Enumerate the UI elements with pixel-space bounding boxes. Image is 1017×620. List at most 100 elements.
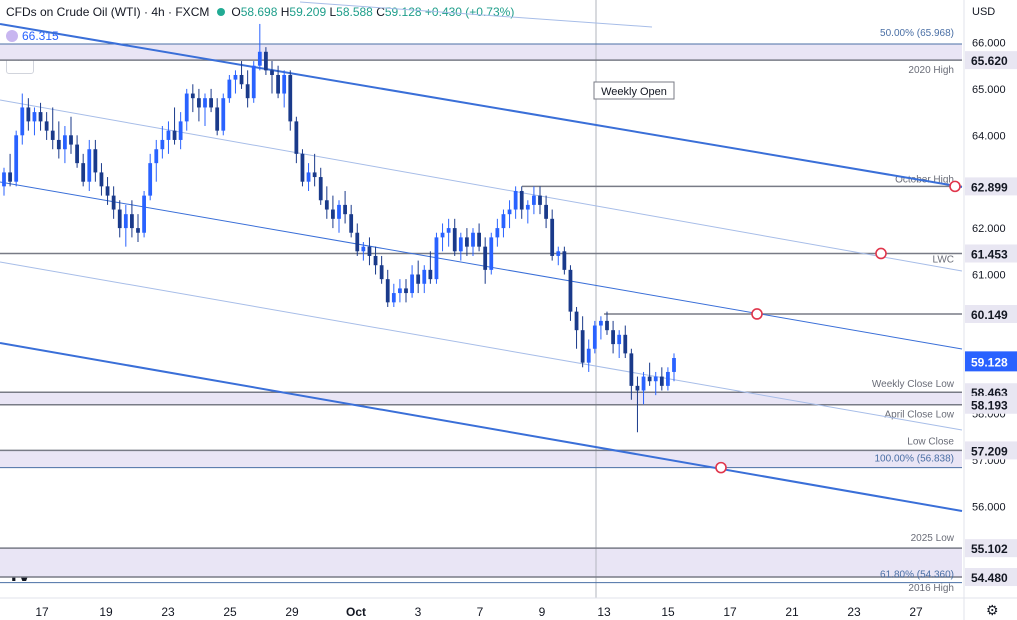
candle-body-26 <box>160 139 165 150</box>
price-badge-text-2: 62.899 <box>971 180 1008 194</box>
candle-body-88 <box>538 195 542 205</box>
candle-body-81 <box>495 228 500 238</box>
candle-62 <box>379 255 384 284</box>
level-label-0: 50.00% (65.968) <box>880 28 954 39</box>
candle-body-95 <box>580 330 585 363</box>
candle-70 <box>428 251 433 284</box>
candle-44 <box>270 61 274 94</box>
price-badge-text-3: 61.453 <box>971 247 1008 261</box>
candle-56 <box>343 190 347 224</box>
candle-32 <box>197 88 201 122</box>
x-tick-11: 17 <box>723 605 737 619</box>
x-tick-13: 23 <box>847 605 861 619</box>
open-value: 58.698 <box>240 5 278 19</box>
candle-body-57 <box>349 214 354 233</box>
x-tick-0: 17 <box>35 605 49 619</box>
candle-89 <box>544 195 548 229</box>
level-label-3: LWC <box>933 254 954 265</box>
candle-39 <box>239 61 244 89</box>
channel-lines <box>0 1 963 512</box>
candle-body-110 <box>672 358 676 372</box>
zone-2020-high <box>0 43 962 61</box>
price-badge-box-9 <box>965 539 1017 558</box>
candle-0 <box>2 167 6 196</box>
candle-93 <box>568 265 573 321</box>
candle-4 <box>26 98 31 131</box>
candle-84 <box>513 186 518 219</box>
price-badge-text-4: 60.149 <box>971 308 1008 322</box>
candle-94 <box>574 306 579 349</box>
candle-54 <box>331 195 335 229</box>
candle-body-48 <box>294 121 299 154</box>
candle-body-28 <box>172 130 177 140</box>
candle-83 <box>507 200 512 229</box>
symbol-title[interactable]: CFDs on Crude Oil (WTI) · 4h · FXCM <box>6 5 210 19</box>
zone-2025-low <box>0 548 962 578</box>
candle-body-54 <box>331 209 335 219</box>
candle-16 <box>99 163 104 196</box>
level-label-5: Weekly Close Low <box>872 379 955 390</box>
candle-73 <box>446 218 451 247</box>
candle-6 <box>38 102 43 131</box>
candle-90 <box>550 209 555 261</box>
candle-body-36 <box>221 98 226 131</box>
candle-77 <box>471 228 475 256</box>
candle-23 <box>142 190 146 238</box>
candle-body-51 <box>312 172 317 178</box>
candle-body-94 <box>574 311 579 331</box>
candle-body-61 <box>373 255 378 266</box>
candle-body-77 <box>471 232 475 247</box>
price-badge-1: 65.620 <box>965 51 1017 70</box>
candle-body-63 <box>385 279 390 303</box>
candle-body-52 <box>318 177 323 201</box>
candle-body-101 <box>617 334 622 345</box>
gear-icon[interactable]: ⚙ <box>986 602 999 618</box>
candle-body-76 <box>465 237 469 247</box>
open-label: O <box>231 5 241 19</box>
candle-body-98 <box>599 320 603 326</box>
price-badge-10: 54.480 <box>965 568 1017 587</box>
candle-body-97 <box>592 325 597 349</box>
candle-body-96 <box>586 348 591 363</box>
candle-body-83 <box>507 209 512 215</box>
candle-99 <box>605 311 609 335</box>
candle-97 <box>592 320 597 354</box>
candle-body-64 <box>391 293 396 303</box>
candle-104 <box>635 376 640 433</box>
x-tick-14: 27 <box>909 605 923 619</box>
candle-65 <box>398 279 402 303</box>
x-tick-9: 13 <box>597 605 611 619</box>
candle-body-8 <box>50 130 55 140</box>
candle-body-70 <box>428 269 433 280</box>
candle-body-30 <box>184 93 189 122</box>
candle-body-34 <box>209 98 213 108</box>
zone-weekly-close-low <box>0 392 962 405</box>
candle-body-10 <box>63 135 67 150</box>
high-label: H <box>280 5 290 19</box>
y-tick-1: 65.000 <box>972 84 1006 96</box>
candle-106 <box>647 362 652 386</box>
level-label-1: 2020 High <box>908 65 954 76</box>
y-tick-3: 62.000 <box>972 223 1006 235</box>
candle-38 <box>233 70 238 94</box>
candle-body-55 <box>337 204 341 219</box>
price-badge-text-6: 58.193 <box>971 399 1008 413</box>
candle-91 <box>556 246 561 266</box>
candle-26 <box>160 126 165 159</box>
candle-55 <box>337 200 341 233</box>
x-tick-7: 7 <box>477 605 484 619</box>
high-value: 59.209 <box>289 5 327 19</box>
touch-marker-3 <box>715 461 727 474</box>
indicator-icon[interactable] <box>6 30 18 42</box>
chart-header: CFDs on Crude Oil (WTI) · 4h · FXCM O58.6… <box>6 5 514 19</box>
candle-46 <box>282 70 287 108</box>
candle-body-11 <box>69 135 73 145</box>
candle-body-1 <box>8 172 12 182</box>
current-price-badge: 59.128 <box>965 351 1017 372</box>
channel-lower <box>0 342 963 512</box>
candle-42 <box>257 23 262 71</box>
candle-64 <box>391 283 396 307</box>
candle-17 <box>105 177 110 205</box>
price-badge-box-1 <box>965 51 1017 70</box>
